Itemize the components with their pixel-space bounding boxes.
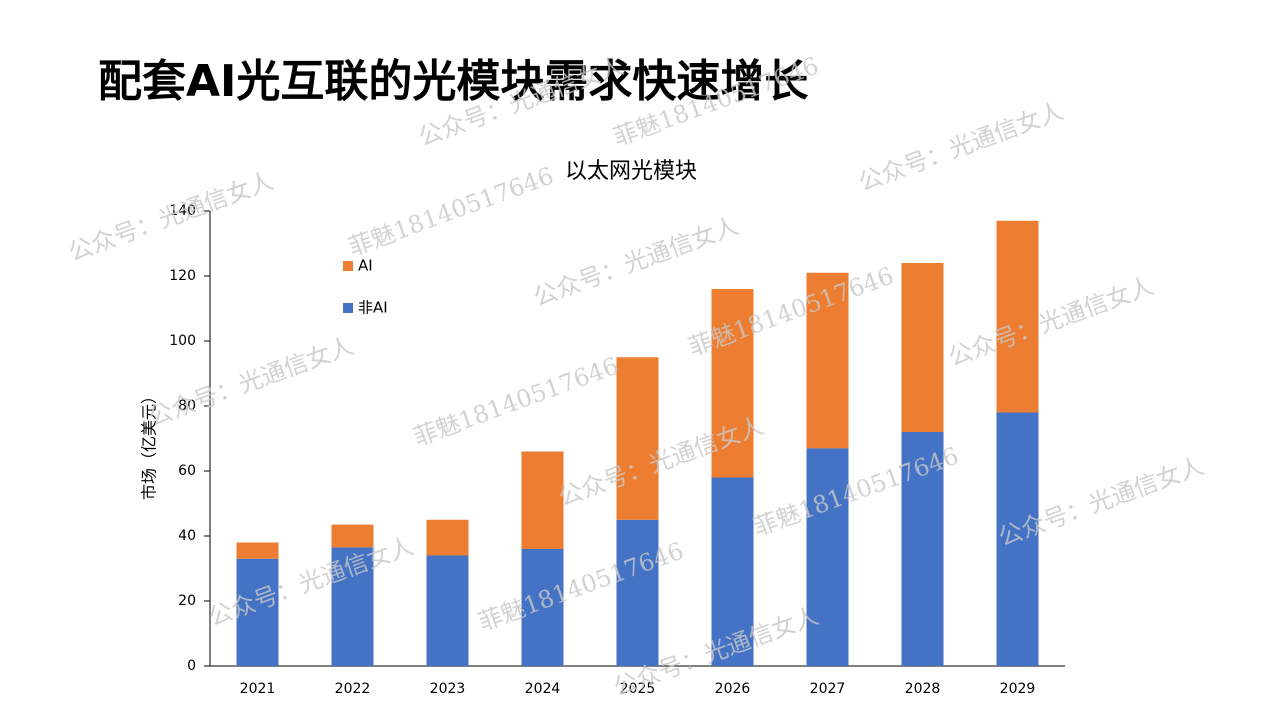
legend-swatch [343, 303, 353, 313]
bar-segment [236, 558, 279, 666]
watermark: 公众号：光通信女人 [945, 272, 1158, 372]
bar-segment [426, 555, 469, 666]
legend-label: AI [358, 257, 373, 275]
x-tick-label: 2022 [335, 681, 371, 697]
plot: 0 20 40 60 80 100 120 140 2021 2022 2023 2024 2025 20… [169, 203, 1065, 697]
bar-segment [521, 451, 564, 549]
bar-segment [996, 220, 1039, 413]
bar-segment [236, 542, 279, 559]
y-tick-label: 80 [178, 398, 196, 414]
watermark: 菲魅18140517646 [410, 352, 623, 452]
bar-segment [996, 412, 1039, 666]
x-tick-label: 2026 [715, 681, 751, 697]
y-axis-label: 市场（亿美元） [140, 388, 159, 500]
bar-segment [711, 289, 754, 478]
y-tick-label: 100 [169, 333, 196, 349]
bar-segment [806, 448, 849, 666]
x-tick-label: 2027 [810, 681, 846, 697]
x-tick-label: 2028 [905, 681, 941, 697]
legend-swatch [343, 261, 353, 271]
watermark: 菲魅18140517646 [345, 162, 558, 262]
x-tick-label: 2021 [240, 681, 276, 697]
bar-segment [616, 519, 659, 666]
x-tick-label: 2024 [525, 681, 561, 697]
bar-segment [331, 547, 374, 666]
y-tick-label: 20 [178, 593, 196, 609]
slide-title: 配套AI光互联的光模块需求快速增长 [98, 56, 808, 107]
watermark: 公众号：光通信女人 [65, 167, 278, 267]
y-tick-label: 0 [187, 658, 196, 674]
bar-segment [331, 524, 374, 548]
bar-segment [711, 477, 754, 666]
bar-segment [521, 549, 564, 666]
y-tick-label: 40 [178, 528, 196, 544]
chart-title: 以太网光模块 [565, 159, 697, 184]
bar-segment [806, 272, 849, 449]
y-tick-label: 120 [169, 268, 196, 284]
bar-segment [616, 357, 659, 520]
legend-label: 非AI [358, 299, 388, 317]
watermark: 公众号：光通信女人 [530, 212, 743, 312]
bar-segment [901, 432, 944, 666]
bar-segment [901, 263, 944, 432]
watermark: 公众号：光通信女人 [855, 97, 1068, 197]
bar-segment [426, 519, 469, 556]
x-tick-label: 2029 [1000, 681, 1036, 697]
x-tick-label: 2025 [620, 681, 656, 697]
x-tick-label: 2023 [430, 681, 466, 697]
y-tick-label: 140 [169, 203, 196, 219]
y-tick-label: 60 [178, 463, 196, 479]
